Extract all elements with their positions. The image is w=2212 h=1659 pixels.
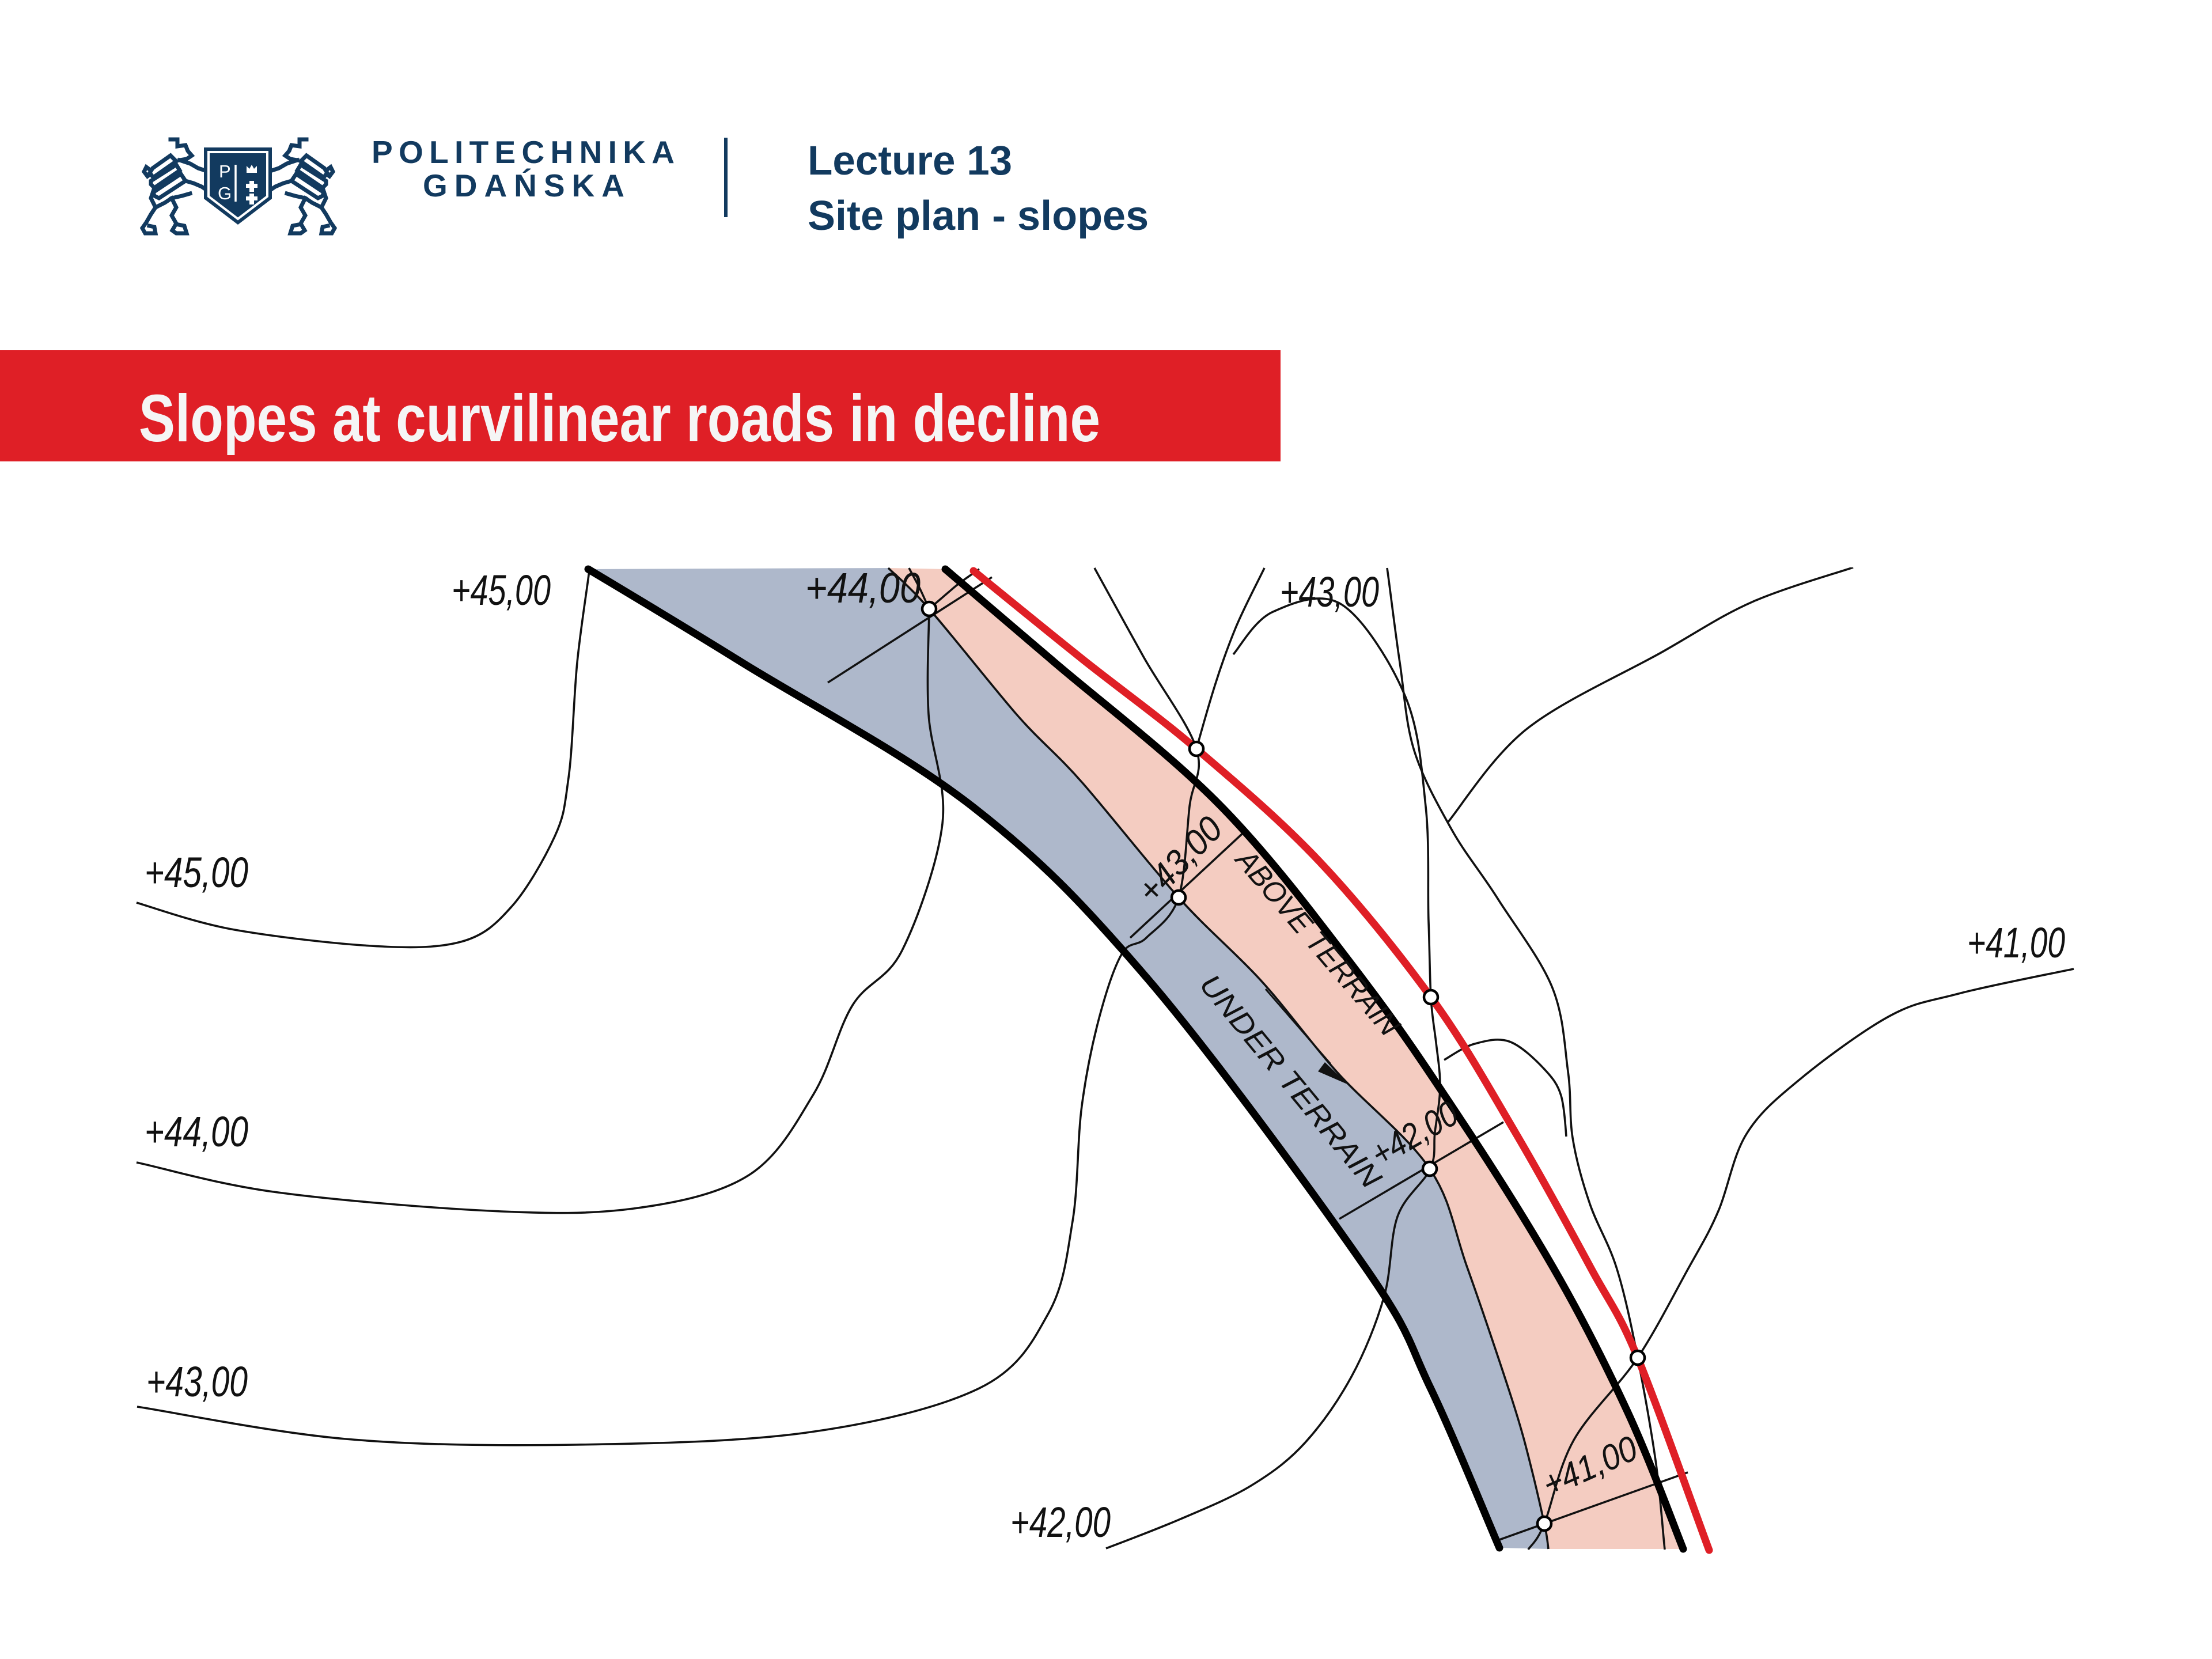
svg-text:+45,00: +45,00 <box>452 566 551 614</box>
svg-text:+44,00: +44,00 <box>145 1108 248 1156</box>
svg-text:G: G <box>218 183 232 203</box>
svg-text:+43,00: +43,00 <box>146 1358 248 1406</box>
svg-text:+42,00: +42,00 <box>1010 1498 1111 1546</box>
svg-text:Lecture 13: Lecture 13 <box>808 138 1012 184</box>
svg-text:Slopes at curvilinear roads in: Slopes at curvilinear roads in decline <box>139 381 1100 456</box>
svg-text:+44,00: +44,00 <box>805 564 921 612</box>
svg-text:Site plan - slopes: Site plan - slopes <box>808 193 1149 239</box>
svg-text:POLITECHNIKA: POLITECHNIKA <box>372 134 675 170</box>
svg-text:GDAŃSKA: GDAŃSKA <box>423 168 624 203</box>
svg-text:+45,00: +45,00 <box>145 849 248 896</box>
svg-text:P: P <box>219 161 231 181</box>
svg-text:+43,00: +43,00 <box>1280 568 1379 616</box>
svg-text:+41,00: +41,00 <box>1967 919 2065 967</box>
